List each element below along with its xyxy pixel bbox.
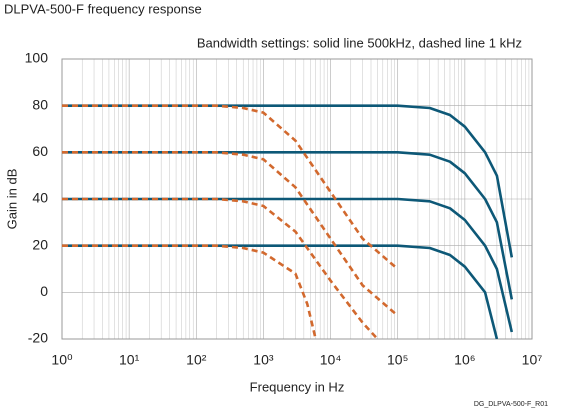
y-tick-label: 80 (32, 96, 48, 112)
x-tick-label: 10⁵ (387, 352, 408, 368)
x-tick-label: 10¹ (119, 352, 140, 368)
x-axis-label: Frequency in Hz (250, 379, 345, 394)
x-tick-label: 10³ (253, 352, 274, 368)
x-tick-label: 10⁷ (522, 352, 543, 368)
line-series (62, 151, 514, 300)
line-series (62, 244, 499, 339)
y-axis-label: Gain in dB (4, 169, 19, 230)
chart-title: DLPVA-500-F frequency response (4, 1, 202, 16)
y-tick-label: 100 (25, 50, 49, 66)
y-tick-label: 40 (32, 190, 48, 206)
line-series (62, 197, 514, 333)
y-tick-label: 60 (32, 143, 48, 159)
line-series (62, 104, 514, 258)
annotation: Bandwidth settings: solid line 500kHz, d… (197, 35, 522, 50)
x-tick-label: 10⁰ (51, 352, 73, 368)
x-tick-label: 10² (186, 352, 207, 368)
y-tick-label: 0 (40, 283, 48, 299)
line-series (62, 151, 399, 317)
x-tick-label: 10⁶ (454, 352, 475, 368)
line-series (62, 104, 399, 270)
line-series (62, 197, 379, 339)
x-tick-label: 10⁴ (320, 352, 342, 368)
y-tick-label: 20 (32, 236, 48, 252)
line-series (62, 244, 317, 339)
footnote: DG_DLPVA-500-F_R01 (474, 401, 548, 408)
y-tick-label: -20 (28, 330, 48, 346)
